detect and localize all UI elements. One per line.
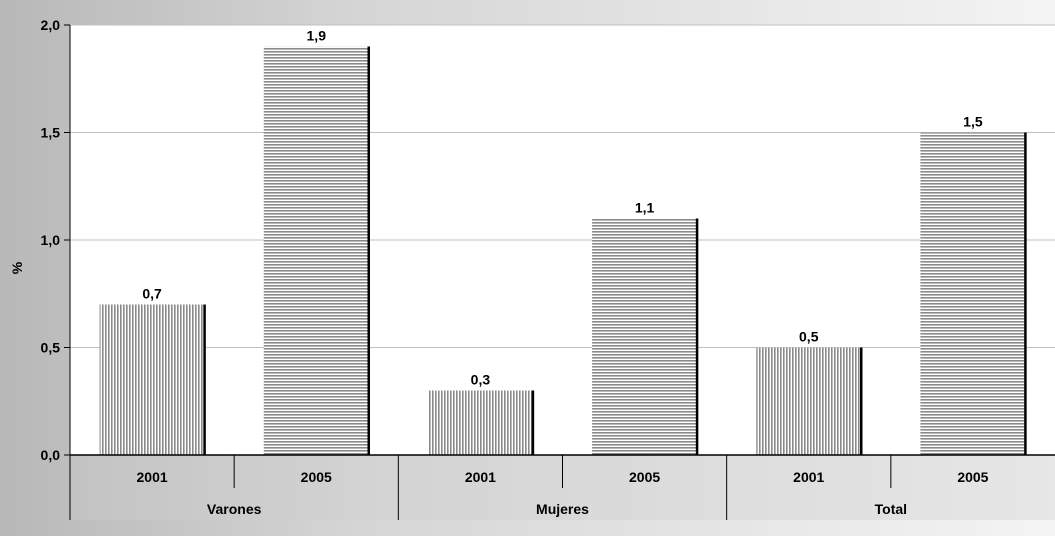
data-label: 1,5 xyxy=(963,114,983,130)
data-label: 0,3 xyxy=(471,372,491,388)
y-tick-label: 0,5 xyxy=(41,340,61,356)
bar xyxy=(99,304,205,455)
x-tick-label: 2005 xyxy=(957,469,988,485)
y-axis-label: % xyxy=(9,261,25,274)
bar xyxy=(756,347,862,455)
data-label: 1,9 xyxy=(307,28,327,44)
x-tick-label: 2001 xyxy=(137,469,168,485)
axes: 0,0 0,5 1,0 1,5 2,0 2001 2005 Varones 2001 2005 Mu… xyxy=(41,17,1055,520)
y-tick-label: 0,0 xyxy=(41,447,61,463)
data-label: 0,5 xyxy=(799,329,819,345)
y-tick-label: 1,0 xyxy=(41,232,61,248)
x-tick-label: 2001 xyxy=(793,469,824,485)
x-tick-label: 2005 xyxy=(301,469,332,485)
data-label: 1,1 xyxy=(635,200,655,216)
group-label: Mujeres xyxy=(536,501,589,517)
x-tick-label: 2001 xyxy=(465,469,496,485)
bar xyxy=(427,390,533,455)
bar xyxy=(263,46,369,455)
x-tick-label: 2005 xyxy=(629,469,660,485)
y-tick-label: 2,0 xyxy=(41,17,61,33)
group-label: Total xyxy=(875,501,907,517)
bar xyxy=(920,132,1026,455)
group-label: Varones xyxy=(207,501,262,517)
bars: 0,7 1,9 0,3 1,1 0,5 1,5 xyxy=(99,28,1027,455)
data-label: 0,7 xyxy=(142,286,162,302)
bar xyxy=(592,218,698,455)
gridlines xyxy=(70,24,1055,348)
y-tick-label: 1,5 xyxy=(41,125,61,141)
